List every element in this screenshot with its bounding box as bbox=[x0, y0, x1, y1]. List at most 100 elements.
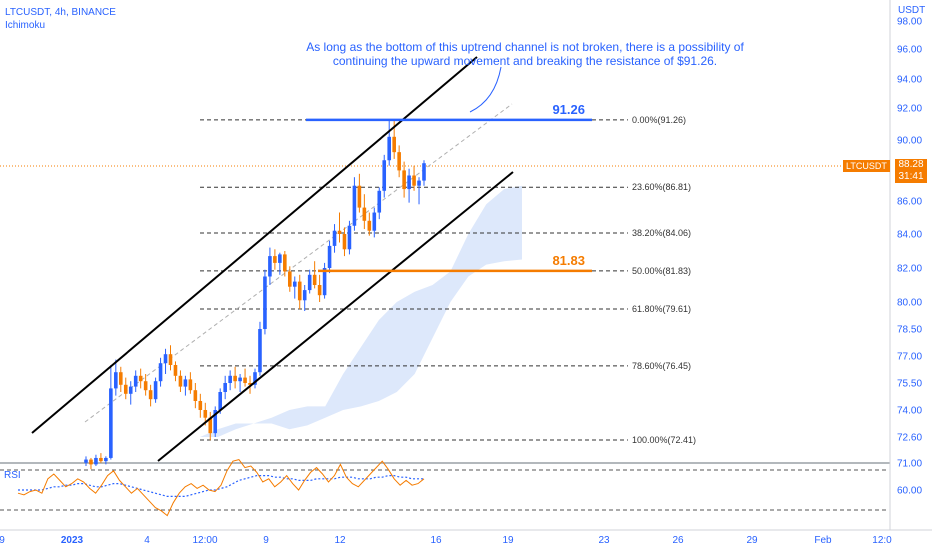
candle-body bbox=[89, 459, 93, 465]
ichimoku-cloud bbox=[200, 185, 522, 437]
price-axis-tick: 86.00 bbox=[897, 197, 922, 208]
candle-body bbox=[138, 375, 143, 382]
price-axis-tick: 77.00 bbox=[897, 352, 922, 363]
candle-body bbox=[312, 274, 317, 285]
candle-body bbox=[417, 180, 421, 186]
candle-body bbox=[193, 390, 198, 401]
candle-body bbox=[412, 175, 416, 186]
candle-body bbox=[133, 375, 138, 387]
candle-body bbox=[327, 245, 332, 268]
candle-body bbox=[114, 372, 118, 389]
candle-body bbox=[253, 372, 257, 385]
currency-label: USDT bbox=[898, 5, 926, 16]
cloud-shape bbox=[200, 185, 522, 437]
candle-body bbox=[357, 185, 362, 208]
candle-body bbox=[223, 383, 227, 392]
time-axis-tick: 2023 bbox=[61, 535, 84, 546]
candle-body bbox=[203, 410, 208, 418]
symbol-title[interactable]: LTCUSDT, 4h, BINANCE bbox=[5, 7, 116, 18]
candle-body bbox=[273, 256, 277, 263]
candle-body bbox=[173, 365, 178, 376]
candle-body bbox=[392, 136, 396, 153]
symbol-price-badge: LTCUSDT bbox=[843, 160, 890, 172]
candle-body bbox=[352, 185, 357, 226]
candle-body bbox=[143, 381, 148, 391]
time-axis-tick: 26 bbox=[672, 535, 684, 546]
channel-midline[interactable] bbox=[84, 103, 513, 423]
candle-body bbox=[332, 230, 337, 246]
candle-body bbox=[248, 383, 252, 385]
price-axis-tick: 71.00 bbox=[897, 458, 922, 469]
rsi-moving-average bbox=[18, 475, 424, 497]
time-axis-tick: Feb bbox=[814, 535, 832, 546]
candle-body bbox=[387, 136, 392, 161]
candle-body bbox=[148, 390, 153, 400]
candle-body bbox=[123, 384, 128, 394]
candle-body bbox=[307, 274, 312, 291]
candle-body bbox=[372, 212, 377, 231]
candle-body bbox=[292, 281, 297, 287]
resistance-label: 91.26 bbox=[552, 102, 585, 117]
time-axis-tick: 12 bbox=[334, 535, 346, 546]
candle-body bbox=[377, 190, 382, 213]
candle-body bbox=[178, 375, 183, 387]
fib-level-label: 23.60%(86.81) bbox=[632, 182, 691, 192]
candle-body bbox=[218, 392, 223, 410]
horizontal-levels[interactable]: 91.26 81.83 bbox=[306, 102, 592, 273]
candle-body bbox=[317, 285, 322, 296]
price-axis-tick: 72.60 bbox=[897, 433, 922, 444]
candle-body bbox=[153, 381, 158, 400]
candle-body bbox=[382, 160, 387, 191]
time-axis-tick: 16 bbox=[430, 535, 442, 546]
fib-level-label: 50.00%(81.83) bbox=[632, 266, 691, 276]
candle-body bbox=[99, 457, 103, 462]
fib-level-label: 0.00%(91.26) bbox=[632, 115, 686, 125]
candle-body bbox=[163, 354, 168, 364]
candle-body bbox=[84, 459, 88, 463]
price-axis-tick: 78.50 bbox=[897, 325, 922, 336]
candle-body bbox=[104, 457, 108, 462]
price-axis-tick: 84.00 bbox=[897, 230, 922, 241]
rsi-line bbox=[17, 459, 425, 517]
price-axis-tick: 75.50 bbox=[897, 379, 922, 390]
candle-body bbox=[158, 363, 163, 382]
candle-body bbox=[233, 375, 237, 382]
annotation-arrow[interactable] bbox=[469, 66, 502, 113]
fib-level-label: 61.80%(79.61) bbox=[632, 304, 691, 314]
rsi-title[interactable]: RSI bbox=[4, 470, 21, 481]
rsi-indicator bbox=[17, 459, 425, 517]
candle-body bbox=[322, 268, 327, 296]
indicator-name[interactable]: Ichimoku bbox=[5, 20, 46, 31]
support-label: 81.83 bbox=[552, 253, 585, 268]
time-axis-tick: 12:0 bbox=[872, 535, 892, 546]
price-axis-tick: 74.00 bbox=[897, 406, 922, 417]
fib-level-label: 78.60%(76.45) bbox=[632, 361, 691, 371]
candle-body bbox=[297, 281, 302, 301]
candle-body bbox=[287, 271, 292, 287]
price-axis-tick: 82.00 bbox=[897, 264, 922, 275]
time-axis[interactable]: 9 2023 4 12:00 9 12 16 19 23 26 29 Feb 12:0 bbox=[0, 535, 892, 546]
candle-body bbox=[258, 329, 262, 373]
candle-body bbox=[342, 234, 347, 250]
time-axis-tick: 9 bbox=[0, 535, 5, 546]
price-axis-tick: 92.00 bbox=[897, 104, 922, 115]
candle-body bbox=[283, 254, 287, 272]
last-price-badge: 88.28 31:41 bbox=[895, 159, 927, 183]
fib-level-label: 100.00%(72.41) bbox=[632, 435, 696, 445]
candle-body bbox=[109, 388, 113, 458]
channel-lower-line[interactable] bbox=[157, 171, 514, 462]
price-axis-tick: 96.00 bbox=[897, 45, 922, 56]
candle-body bbox=[337, 230, 342, 234]
chart-legend: LTCUSDT, 4h, BINANCE Ichimoku bbox=[5, 6, 116, 32]
time-axis-tick: 12:00 bbox=[192, 535, 217, 546]
candle-body bbox=[243, 377, 247, 383]
candle-body bbox=[128, 386, 133, 394]
price-axis-tick: 80.00 bbox=[897, 298, 922, 309]
candle-body bbox=[183, 379, 188, 387]
price-axis[interactable]: 98.0096.0094.0092.0090.0088.0086.0084.00… bbox=[897, 17, 922, 497]
candle-body bbox=[168, 354, 173, 365]
annotation-text[interactable]: As long as the bottom of this uptrend ch… bbox=[306, 40, 744, 68]
rsi-axis-tick: 60.00 bbox=[897, 486, 922, 497]
time-axis-tick: 23 bbox=[598, 535, 610, 546]
